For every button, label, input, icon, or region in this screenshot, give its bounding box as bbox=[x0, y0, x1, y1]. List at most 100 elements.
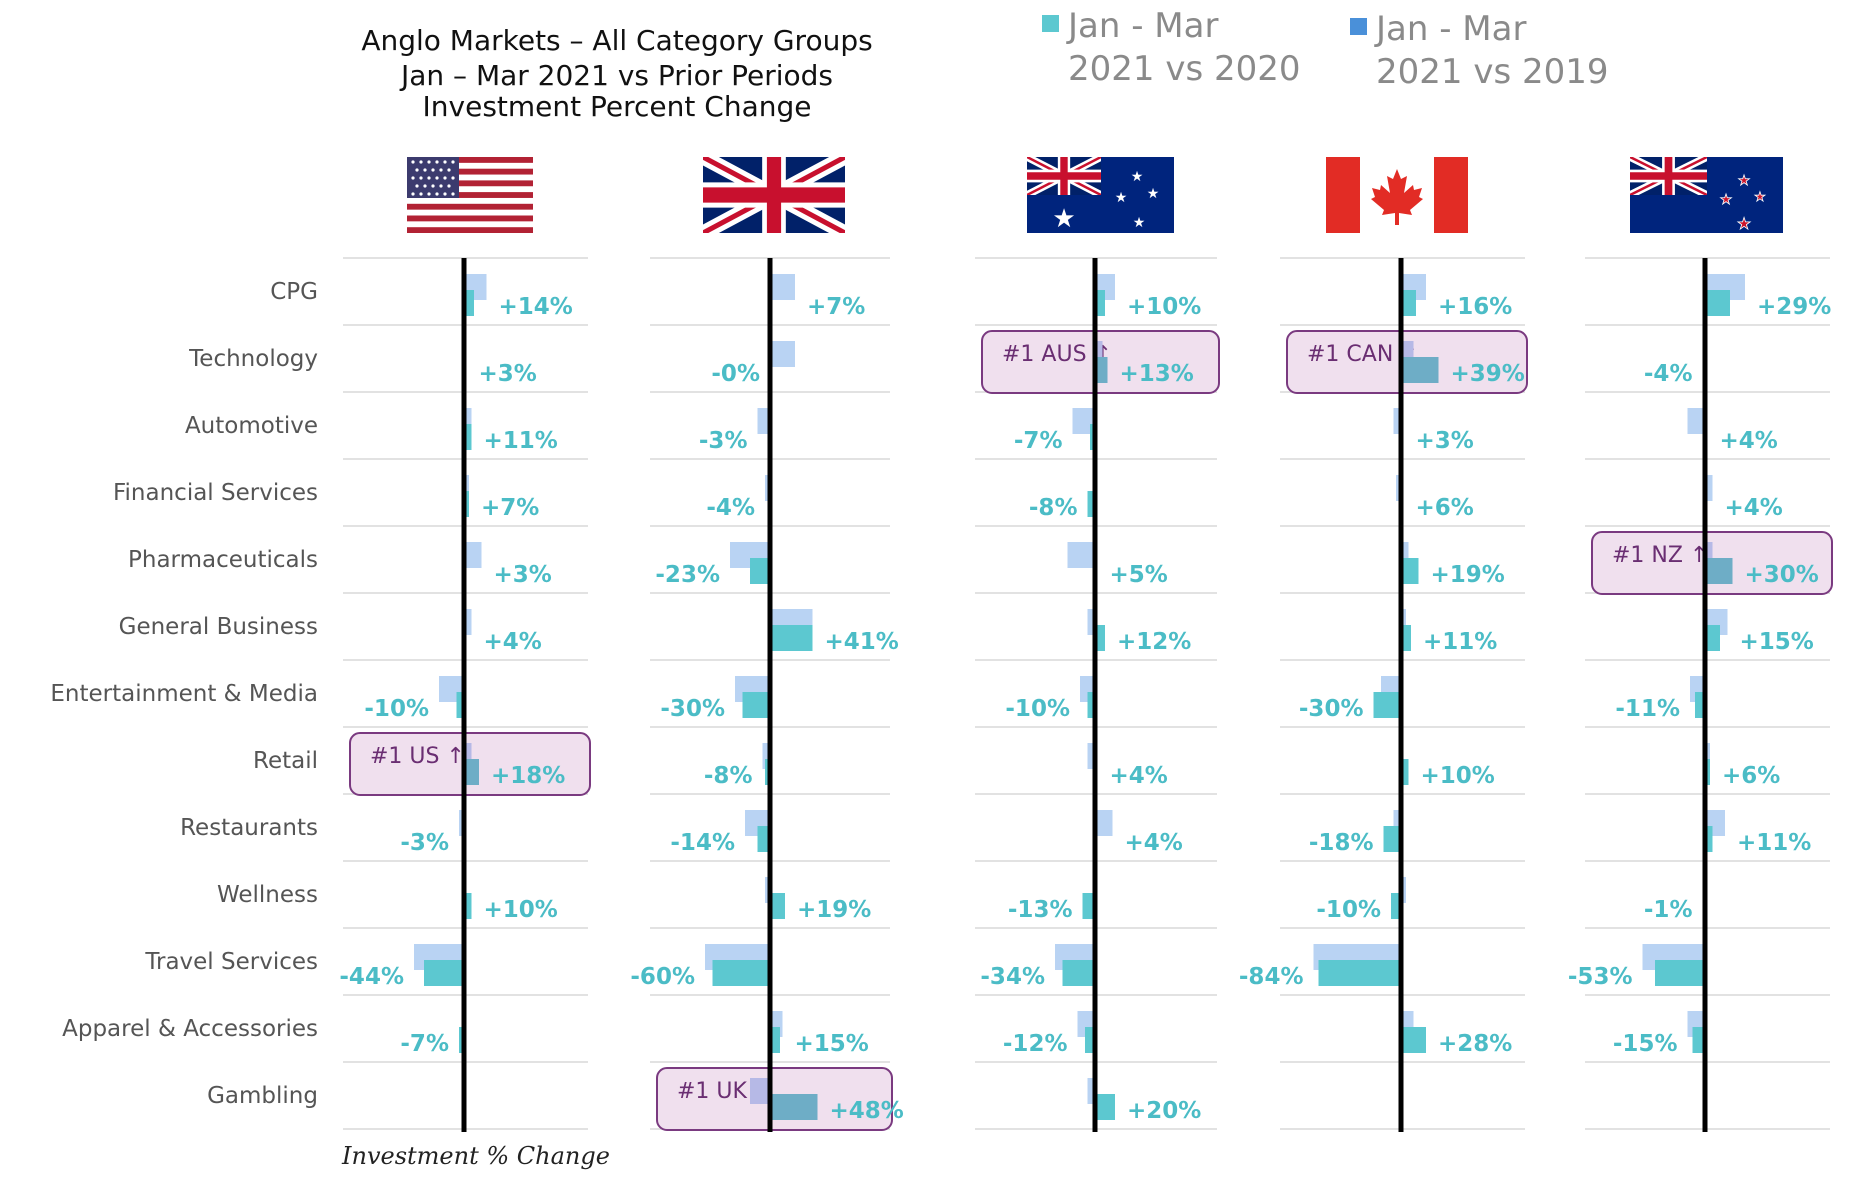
bar-2019 bbox=[1687, 408, 1705, 434]
bar-2020 bbox=[464, 893, 472, 919]
category-label: Entertainment & Media bbox=[50, 681, 318, 707]
category-label: Technology bbox=[188, 346, 318, 372]
data-label: +29% bbox=[1757, 294, 1831, 320]
svg-text:★: ★ bbox=[1737, 214, 1751, 233]
data-label: -7% bbox=[400, 1031, 449, 1057]
bar-2020 bbox=[712, 960, 770, 986]
aus-flag: ★ ★ ★ ★ ★ bbox=[1027, 157, 1174, 234]
bar-2020 bbox=[770, 625, 813, 651]
data-label: -30% bbox=[1299, 696, 1364, 722]
data-label: +10% bbox=[1421, 763, 1495, 789]
data-label: +19% bbox=[797, 897, 871, 923]
bar-2019 bbox=[1705, 475, 1713, 501]
bar-2020 bbox=[456, 692, 464, 718]
data-label: +19% bbox=[1431, 562, 1505, 588]
data-label: -0% bbox=[711, 361, 760, 387]
svg-text:★: ★ bbox=[1720, 192, 1733, 208]
data-label: -4% bbox=[706, 495, 755, 521]
bar-2020 bbox=[757, 826, 770, 852]
data-label: +12% bbox=[1117, 629, 1191, 655]
panels: #1 US ↑ +14% +3% +11% +7% +3% +4% -10% +18% -3% +1… bbox=[339, 257, 1833, 1132]
data-label: +48% bbox=[830, 1098, 904, 1124]
data-label: -1% bbox=[1644, 897, 1693, 923]
bar-2020 bbox=[1085, 1027, 1095, 1053]
category-label: General Business bbox=[119, 614, 318, 640]
data-label: -11% bbox=[1615, 696, 1680, 722]
bar-2019 bbox=[1072, 408, 1095, 434]
panel-uk: #1 UK ↑+7%-0%-3%-4%-23%+41%-30%-8%-14%+1… bbox=[630, 257, 904, 1132]
data-label: +13% bbox=[1120, 361, 1194, 387]
bar-2019 bbox=[770, 274, 795, 300]
data-label: +20% bbox=[1127, 1098, 1201, 1124]
data-label: -7% bbox=[1014, 428, 1063, 454]
panel-aus: #1 AUS ↑+10%+13%-7%-8%+5%+12%-10%+4%+4%-… bbox=[975, 257, 1220, 1132]
bar-2019 bbox=[1095, 810, 1113, 836]
data-label: -8% bbox=[704, 763, 753, 789]
data-label: -3% bbox=[400, 830, 449, 856]
nz-flag: ★ ★ ★ ★ bbox=[1630, 157, 1783, 233]
svg-text:★: ★ bbox=[1115, 190, 1128, 206]
bar-2020 bbox=[1095, 290, 1105, 316]
data-label: -10% bbox=[364, 696, 429, 722]
data-label: +7% bbox=[481, 495, 539, 521]
bar-2020 bbox=[464, 424, 472, 450]
panel-can: #1 CAN ↑+16%+39%+3%+6%+19%+11%-30%+10%-1… bbox=[1239, 257, 1528, 1132]
bar-2019 bbox=[762, 743, 770, 769]
data-label: -10% bbox=[1316, 897, 1381, 923]
category-label: Financial Services bbox=[113, 480, 318, 506]
svg-text:★: ★ bbox=[1754, 190, 1766, 205]
bar-2020 bbox=[1095, 1094, 1115, 1120]
bar-2020 bbox=[464, 290, 474, 316]
bar-2019 bbox=[464, 609, 472, 635]
bar-2020 bbox=[1401, 1027, 1426, 1053]
bar-2020 bbox=[1695, 692, 1705, 718]
data-label: -4% bbox=[1644, 361, 1693, 387]
panel-nz: #1 NZ ↑ +29% -4% +4% +4% +30% +15% -11% +6% +11% -… bbox=[1568, 257, 1833, 1132]
bar-2019 bbox=[464, 542, 482, 568]
data-label: -12% bbox=[1003, 1031, 1068, 1057]
data-label: +10% bbox=[484, 897, 558, 923]
data-label: +11% bbox=[1423, 629, 1497, 655]
data-label: +15% bbox=[795, 1031, 869, 1057]
category-label: Retail bbox=[253, 748, 318, 774]
data-label: +4% bbox=[1110, 763, 1168, 789]
data-label: +41% bbox=[825, 629, 899, 655]
svg-text:★: ★ bbox=[1133, 215, 1146, 231]
data-label: -14% bbox=[670, 830, 735, 856]
bar-2019 bbox=[464, 743, 472, 769]
bar-2020 bbox=[1705, 826, 1713, 852]
category-label: Wellness bbox=[217, 882, 318, 908]
bar-2020 bbox=[1095, 625, 1105, 651]
data-label: +15% bbox=[1740, 629, 1814, 655]
data-label: -18% bbox=[1309, 830, 1374, 856]
bar-2019 bbox=[1393, 408, 1401, 434]
data-label: +6% bbox=[1722, 763, 1780, 789]
category-label: Pharmaceuticals bbox=[128, 547, 318, 573]
bar-2020 bbox=[1373, 692, 1401, 718]
bar-2020 bbox=[1318, 960, 1401, 986]
data-label: +3% bbox=[479, 361, 537, 387]
bar-2020 bbox=[770, 1094, 818, 1120]
data-label: +10% bbox=[1127, 294, 1201, 320]
svg-text:★: ★ bbox=[1147, 186, 1160, 202]
bar-2020 bbox=[1655, 960, 1705, 986]
legend-label-2019-line-1: Jan - Mar bbox=[1374, 9, 1526, 49]
data-label: -44% bbox=[339, 964, 404, 990]
data-label: +16% bbox=[1438, 294, 1512, 320]
legend: Jan - Mar 2021 vs 2020 Jan - Mar 2021 vs… bbox=[1042, 6, 1609, 92]
bar-2020 bbox=[1401, 290, 1416, 316]
title-line-3: Investment Percent Change bbox=[423, 90, 812, 123]
legend-label-2020-line-2: 2021 vs 2020 bbox=[1068, 49, 1301, 89]
us-flag bbox=[407, 157, 533, 233]
bar-2020 bbox=[1401, 759, 1409, 785]
bar-2020 bbox=[424, 960, 464, 986]
data-label: -30% bbox=[660, 696, 725, 722]
category-label: Travel Services bbox=[144, 949, 318, 975]
bar-2019 bbox=[1393, 810, 1401, 836]
bar-2020 bbox=[1062, 960, 1095, 986]
svg-text:★: ★ bbox=[1052, 204, 1075, 234]
data-label: +30% bbox=[1745, 562, 1819, 588]
data-label: +11% bbox=[1737, 830, 1811, 856]
us-stars bbox=[411, 160, 455, 196]
data-label: +4% bbox=[484, 629, 542, 655]
